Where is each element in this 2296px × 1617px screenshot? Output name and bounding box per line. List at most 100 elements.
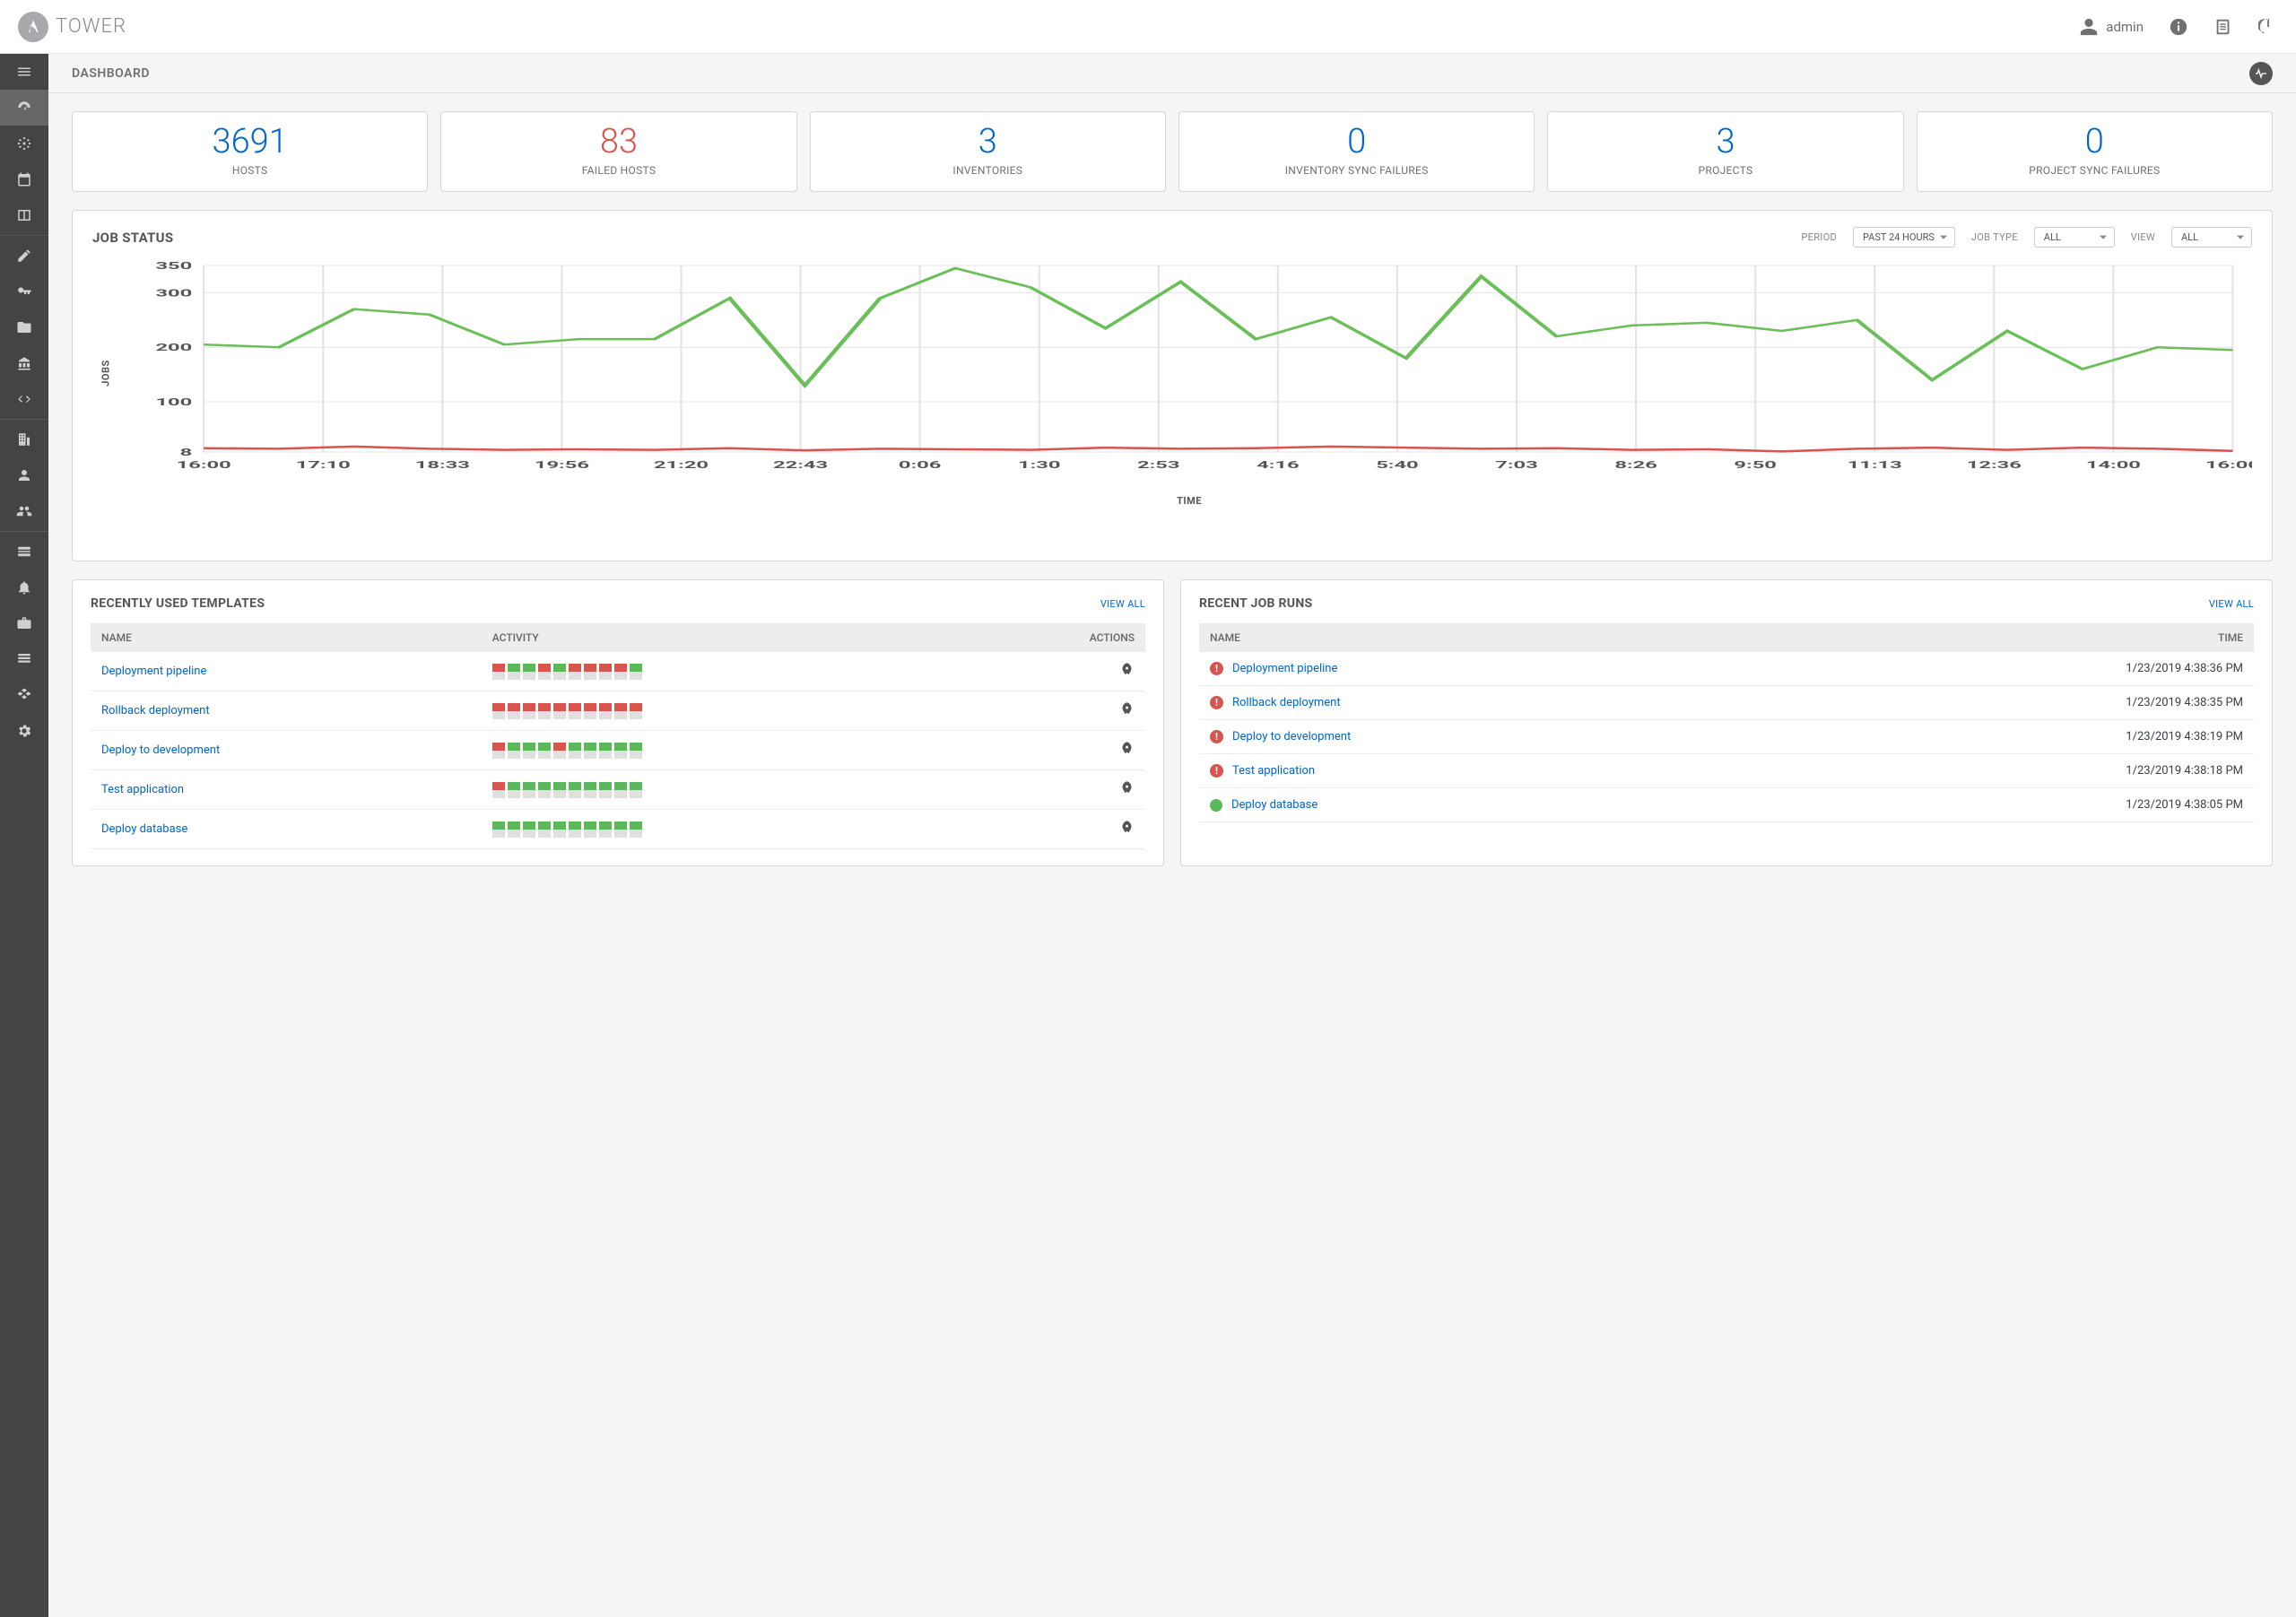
stat-value: 3691 <box>82 125 418 159</box>
launch-icon[interactable] <box>1119 701 1135 717</box>
templates-title: RECENTLY USED TEMPLATES <box>91 596 265 611</box>
stat-value: 0 <box>1188 125 1525 159</box>
sidebar-inventory-scripts[interactable] <box>0 381 48 417</box>
job-run-link[interactable]: Deployment pipeline <box>1232 662 1337 675</box>
ansible-logo-icon <box>18 12 48 42</box>
sidebar-portal[interactable] <box>0 197 48 233</box>
launch-icon[interactable] <box>1119 780 1135 795</box>
stat-value: 3 <box>1557 125 1893 159</box>
col-activity: ACTIVITY <box>482 623 960 652</box>
svg-text:1:30: 1:30 <box>1018 459 1060 471</box>
sidebar-settings[interactable] <box>0 713 48 749</box>
sidebar-users[interactable] <box>0 457 48 493</box>
launch-icon[interactable] <box>1119 741 1135 756</box>
stat-card[interactable]: 3INVENTORIES <box>810 111 1166 192</box>
table-row: ! Rollback deployment 1/23/2019 4:38:35 P… <box>1199 686 2254 720</box>
template-link[interactable]: Rollback deployment <box>101 704 210 717</box>
topbar: TOWER admin <box>0 0 2296 54</box>
svg-text:2:53: 2:53 <box>1137 459 1179 471</box>
svg-text:5:40: 5:40 <box>1376 459 1418 471</box>
job-run-link[interactable]: Rollback deployment <box>1232 696 1341 709</box>
runs-panel: RECENT JOB RUNS VIEW ALL NAME TIME !Depl… <box>1180 579 2273 866</box>
sidebar-projects[interactable] <box>0 309 48 345</box>
sidebar-management-jobs[interactable] <box>0 605 48 641</box>
runs-view-all[interactable]: VIEW ALL <box>2209 598 2254 610</box>
svg-text:16:00: 16:00 <box>177 459 231 471</box>
sidebar-credentials[interactable] <box>0 274 48 309</box>
activity-sparkline <box>492 782 949 798</box>
sidebar-jobs[interactable] <box>0 126 48 161</box>
jobtype-select[interactable]: ALL <box>2034 227 2115 248</box>
job-status-panel: JOB STATUS PERIOD PAST 24 HOURS JOB TYPE… <box>72 210 2273 561</box>
svg-text:17:10: 17:10 <box>296 459 351 471</box>
templates-panel: RECENTLY USED TEMPLATES VIEW ALL NAME AC… <box>72 579 1164 866</box>
status-fail-icon: ! <box>1210 696 1223 709</box>
jobtype-label: JOB TYPE <box>1971 231 2018 243</box>
job-run-time: 1/23/2019 4:38:36 PM <box>1768 652 2254 686</box>
template-link[interactable]: Test application <box>101 783 184 796</box>
chart-controls: PERIOD PAST 24 HOURS JOB TYPE ALL VIEW A… <box>1801 227 2252 248</box>
svg-text:12:36: 12:36 <box>1967 459 2022 471</box>
sidebar-applications[interactable] <box>0 677 48 713</box>
sidebar-inventories[interactable] <box>0 345 48 381</box>
logout-icon[interactable] <box>2258 17 2278 37</box>
period-select[interactable]: PAST 24 HOURS <box>1853 227 1955 248</box>
sidebar-schedules[interactable] <box>0 161 48 197</box>
docs-icon[interactable] <box>2213 17 2233 37</box>
launch-icon[interactable] <box>1119 662 1135 677</box>
sidebar-teams[interactable] <box>0 493 48 529</box>
info-icon[interactable] <box>2169 17 2188 37</box>
stat-card[interactable]: 3PROJECTS <box>1547 111 1903 192</box>
svg-text:7:03: 7:03 <box>1495 459 1537 471</box>
sidebar-instance-groups[interactable] <box>0 641 48 677</box>
launch-icon[interactable] <box>1119 820 1135 835</box>
svg-text:11:13: 11:13 <box>1848 459 1902 471</box>
template-link[interactable]: Deployment pipeline <box>101 665 206 678</box>
svg-text:18:33: 18:33 <box>415 459 470 471</box>
table-row: Deployment pipeline <box>91 652 1145 691</box>
status-fail-icon: ! <box>1210 730 1223 743</box>
sidebar-organizations[interactable] <box>0 422 48 457</box>
sidebar-templates[interactable] <box>0 238 48 274</box>
svg-text:8: 8 <box>180 447 193 458</box>
activity-sparkline <box>492 822 949 838</box>
page-title: DASHBOARD <box>72 66 150 81</box>
username: admin <box>2106 19 2144 35</box>
sidebar-credential-types[interactable] <box>0 534 48 569</box>
svg-text:4:16: 4:16 <box>1257 459 1299 471</box>
activity-stream-icon[interactable] <box>2249 62 2273 85</box>
stat-label: PROJECT SYNC FAILURES <box>1926 164 2263 177</box>
stat-card[interactable]: 0 PROJECT SYNC FAILURES <box>1917 111 2273 192</box>
template-link[interactable]: Deploy database <box>101 822 187 836</box>
sidebar-dashboard[interactable] <box>0 90 48 126</box>
status-ok-icon <box>1210 799 1222 812</box>
main: DASHBOARD 3691HOSTS83FAILED HOSTS3INVENT… <box>48 54 2296 1617</box>
stat-value: 0 <box>1926 125 2263 159</box>
stats-row: 3691HOSTS83FAILED HOSTS3INVENTORIES0INVE… <box>72 111 2273 192</box>
sidebar-toggle[interactable] <box>0 54 48 90</box>
status-fail-icon: ! <box>1210 662 1223 675</box>
stat-card[interactable]: 83FAILED HOSTS <box>440 111 796 192</box>
job-run-link[interactable]: Deploy to development <box>1232 730 1351 743</box>
table-row: Deploy database <box>91 810 1145 849</box>
stat-value: 3 <box>820 125 1156 159</box>
stat-card[interactable]: 3691HOSTS <box>72 111 428 192</box>
svg-text:100: 100 <box>155 396 192 408</box>
brand: TOWER <box>18 12 126 42</box>
svg-text:200: 200 <box>155 342 192 353</box>
job-run-link[interactable]: Deploy database <box>1231 798 1318 812</box>
template-link[interactable]: Deploy to development <box>101 743 220 757</box>
svg-text:16:00: 16:00 <box>2205 459 2252 471</box>
svg-text:19:56: 19:56 <box>535 459 589 471</box>
stat-label: FAILED HOSTS <box>450 164 787 177</box>
stat-card[interactable]: 0INVENTORY SYNC FAILURES <box>1178 111 1535 192</box>
view-select[interactable]: ALL <box>2171 227 2252 248</box>
job-run-link[interactable]: Test application <box>1232 764 1315 778</box>
sidebar-notifications[interactable] <box>0 569 48 605</box>
job-run-time: 1/23/2019 4:38:35 PM <box>1768 686 2254 720</box>
svg-text:14:00: 14:00 <box>2086 459 2141 471</box>
svg-text:0:06: 0:06 <box>899 459 941 471</box>
job-run-time: 1/23/2019 4:38:18 PM <box>1768 754 2254 788</box>
user-menu[interactable]: admin <box>2079 17 2144 37</box>
templates-view-all[interactable]: VIEW ALL <box>1100 598 1145 610</box>
